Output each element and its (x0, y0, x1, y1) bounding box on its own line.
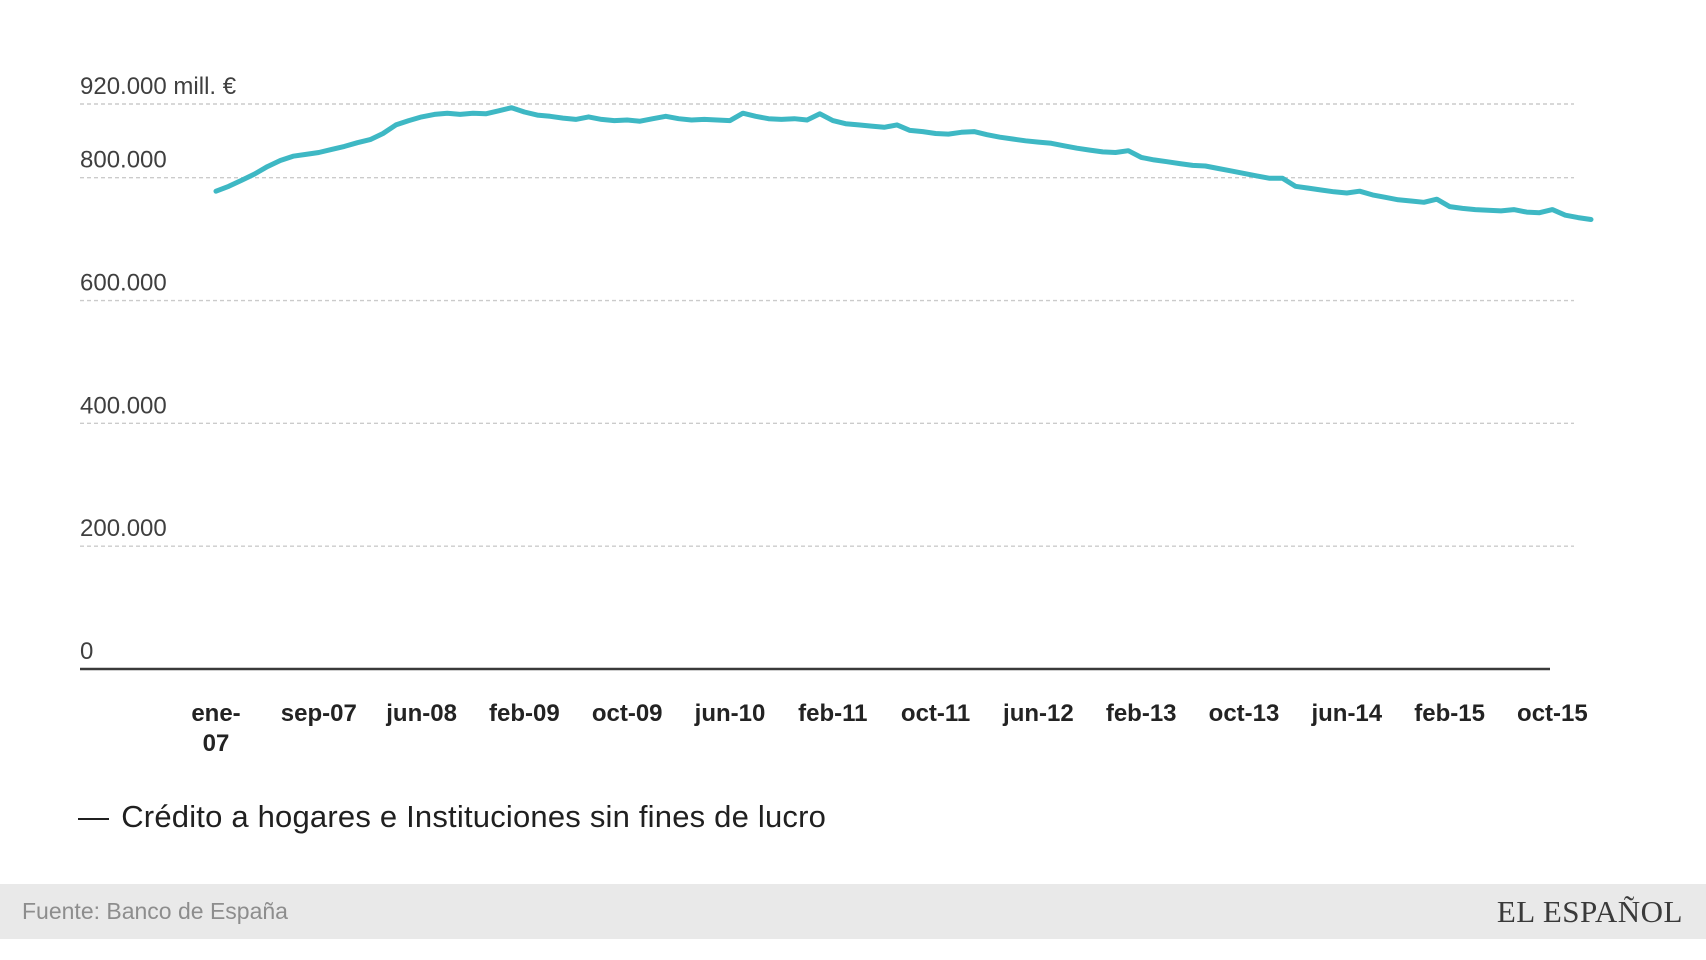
x-axis-tick-label: feb-11 (798, 700, 867, 727)
y-axis-tick-label: 920.000 mill. € (80, 73, 237, 100)
x-axis-tick-label: feb-09 (489, 700, 560, 727)
x-axis-tick-label: feb-15 (1414, 700, 1485, 727)
y-axis-tick-label: 0 (80, 638, 93, 665)
x-axis-tick-label: jun-08 (385, 700, 457, 727)
x-axis-tick-label: oct-11 (901, 700, 970, 727)
legend: — Crédito a hogares e Instituciones sin … (78, 799, 826, 835)
source-label: Fuente: Banco de España (22, 898, 288, 924)
x-axis-tick-label: ene-07 (191, 700, 240, 757)
x-axis-tick-label: feb-13 (1106, 700, 1177, 727)
x-axis-tick-label: oct-09 (592, 700, 663, 727)
x-axis-tick-label: jun-12 (1002, 700, 1074, 727)
credit-line-chart: 920.000 mill. € 800.000 600.000 400.000 200.… (80, 73, 1594, 757)
y-axis-tick-label: 600.000 (80, 270, 167, 297)
legend-dash-icon: — (78, 799, 110, 834)
brand-logo: EL ESPAÑOL (1496, 893, 1683, 929)
x-axis-tick-label: jun-14 (1310, 700, 1382, 727)
x-axis-tick-label: sep-07 (281, 700, 357, 727)
y-axis-tick-label: 800.000 (80, 147, 167, 174)
x-axis-tick-label: oct-13 (1209, 700, 1280, 727)
footer-bar: Fuente: Banco de España EL ESPAÑOL (0, 884, 1706, 939)
y-axis-tick-label: 400.000 (80, 392, 167, 419)
data-series-line (213, 105, 1594, 222)
x-axis-tick-label: oct-15 (1517, 700, 1588, 727)
legend-label: Crédito a hogares e Instituciones sin fi… (121, 799, 827, 834)
y-axis-tick-label: 200.000 (80, 515, 167, 542)
x-axis-tick-label: jun-10 (694, 700, 766, 727)
